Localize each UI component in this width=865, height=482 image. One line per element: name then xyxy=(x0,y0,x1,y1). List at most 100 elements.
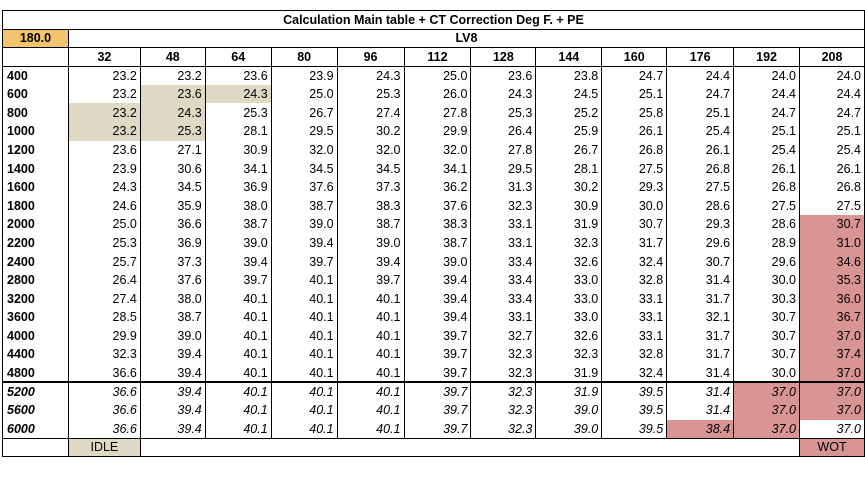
column-header: 208 xyxy=(799,47,865,67)
table-cell: 33.0 xyxy=(535,308,603,327)
table-cell: 32.3 xyxy=(470,419,537,439)
table-row: 2400 25.7 37.3 39.4 39.7 39.4 39.0 33.4 32.6 32.4… xyxy=(2,252,865,271)
column-header: 80 xyxy=(271,47,338,67)
table-cell: 25.3 xyxy=(140,122,206,141)
table-cell: 30.0 xyxy=(733,363,801,383)
table-cell: 38.7 xyxy=(140,308,206,327)
table-cell: 33.0 xyxy=(535,270,603,290)
calculation-table: Calculation Main table + CT Correction D… xyxy=(2,10,865,458)
table-cell: 36.6 xyxy=(68,363,141,383)
table-cell: 27.4 xyxy=(337,103,405,123)
table-cell: 39.5 xyxy=(601,419,668,439)
row-label: 1000 xyxy=(2,122,69,141)
table-cell: 33.4 xyxy=(470,289,537,308)
table-cell: 33.1 xyxy=(601,289,668,308)
table-cell: 32.7 xyxy=(470,326,537,346)
table-row: 6000 36.6 39.4 40.1 40.1 40.1 39.7 32.3 39.0 39.5… xyxy=(2,419,865,439)
table-cell: 39.5 xyxy=(601,400,668,420)
table-cell: 32.3 xyxy=(470,381,537,401)
table-cell: 32.3 xyxy=(68,345,141,364)
table-row: 400 23.2 23.2 23.6 23.9 24.3 25.0 23.6 23.8 24.7 2… xyxy=(2,66,865,85)
table-cell: 40.1 xyxy=(205,326,272,346)
row-label: 4000 xyxy=(2,326,69,346)
table-row: 5200 36.6 39.4 40.1 40.1 40.1 39.7 32.3 31.9 39.5… xyxy=(2,381,865,401)
table-cell: 34.1 xyxy=(404,159,472,178)
table-cell: 38.0 xyxy=(140,289,206,308)
table-cell: 25.1 xyxy=(733,122,801,141)
table-cell: 40.1 xyxy=(205,345,272,364)
group-row: 180.0 LV8 xyxy=(2,29,865,49)
table-cell: 36.6 xyxy=(140,215,206,234)
table-cell: 30.7 xyxy=(601,215,668,234)
row-label: 600 xyxy=(2,84,69,104)
table-cell: 26.1 xyxy=(666,140,735,160)
table-cell: 31.4 xyxy=(666,363,735,383)
table-cell: 40.1 xyxy=(271,400,338,420)
table-cell: 24.7 xyxy=(799,103,865,123)
table-cell: 24.7 xyxy=(666,84,735,104)
table-cell: 40.1 xyxy=(205,419,272,439)
table-cell: 40.1 xyxy=(337,308,405,327)
table-row: 1400 23.9 30.6 34.1 34.5 34.5 34.1 29.5 28.1 27.5… xyxy=(2,159,865,178)
table-cell: 23.2 xyxy=(140,66,206,85)
table-cell: 39.5 xyxy=(601,381,668,401)
table-cell: 24.3 xyxy=(140,103,206,123)
table-cell: 39.4 xyxy=(404,270,472,290)
table-cell: 39.0 xyxy=(140,326,206,346)
row-label: 400 xyxy=(2,66,69,85)
column-header: 128 xyxy=(470,47,537,67)
row-label: 2000 xyxy=(2,215,69,234)
table-cell: 23.6 xyxy=(205,66,272,85)
table-cell: 24.6 xyxy=(68,196,141,216)
table-cell: 28.5 xyxy=(68,308,141,327)
table-cell: 38.7 xyxy=(205,215,272,234)
row-label: 2800 xyxy=(2,270,69,290)
table-cell: 36.6 xyxy=(68,400,141,420)
table-cell: 25.3 xyxy=(470,103,537,123)
table-cell: 25.3 xyxy=(337,84,405,104)
table-cell: 40.1 xyxy=(205,363,272,383)
table-cell: 32.3 xyxy=(470,196,537,216)
table-cell: 27.5 xyxy=(799,196,865,216)
row-label: 800 xyxy=(2,103,69,123)
table-cell: 34.5 xyxy=(337,159,405,178)
table-cell: 31.3 xyxy=(470,177,537,197)
table-cell: 31.4 xyxy=(666,400,735,420)
table-cell: 36.2 xyxy=(404,177,472,197)
table-cell: 25.1 xyxy=(799,122,865,141)
table-cell: 31.9 xyxy=(535,363,603,383)
table-cell: 32.0 xyxy=(404,140,472,160)
table-cell: 26.7 xyxy=(271,103,338,123)
table-cell: 23.2 xyxy=(68,84,141,104)
table-cell: 38.7 xyxy=(404,233,472,253)
table-cell: 33.4 xyxy=(470,252,537,271)
footer-empty xyxy=(2,438,69,458)
table-cell: 30.3 xyxy=(733,289,801,308)
table-cell: 24.3 xyxy=(205,84,272,104)
table-cell: 39.0 xyxy=(271,215,338,234)
table-cell: 40.1 xyxy=(337,326,405,346)
table-cell: 33.1 xyxy=(470,233,537,253)
table-cell: 34.1 xyxy=(205,159,272,178)
table-cell: 29.5 xyxy=(271,122,338,141)
table-cell: 33.1 xyxy=(470,308,537,327)
table-cell: 30.7 xyxy=(733,308,801,327)
table-cell: 27.4 xyxy=(68,289,141,308)
footer-row: IDLE WOT xyxy=(2,438,865,458)
table-cell: 25.0 xyxy=(404,66,472,85)
row-label: 4800 xyxy=(2,363,69,383)
column-header: 192 xyxy=(733,47,801,67)
row-label: 1200 xyxy=(2,140,69,160)
table-cell: 40.1 xyxy=(337,419,405,439)
header-corner xyxy=(2,47,69,67)
table-cell: 40.1 xyxy=(205,308,272,327)
table-row: 2200 25.3 36.9 39.0 39.4 39.0 38.7 33.1 32.3 31.7… xyxy=(2,233,865,253)
table-cell: 39.7 xyxy=(404,419,472,439)
table-cell: 37.0 xyxy=(733,400,801,420)
table-row: 600 23.2 23.6 24.3 25.0 25.3 26.0 24.3 24.5 25.1 2… xyxy=(2,84,865,104)
table-cell: 37.0 xyxy=(799,400,865,420)
table-cell: 25.8 xyxy=(601,103,668,123)
table-cell: 32.3 xyxy=(535,345,603,364)
table-cell: 40.1 xyxy=(271,363,338,383)
table-cell: 25.4 xyxy=(666,122,735,141)
